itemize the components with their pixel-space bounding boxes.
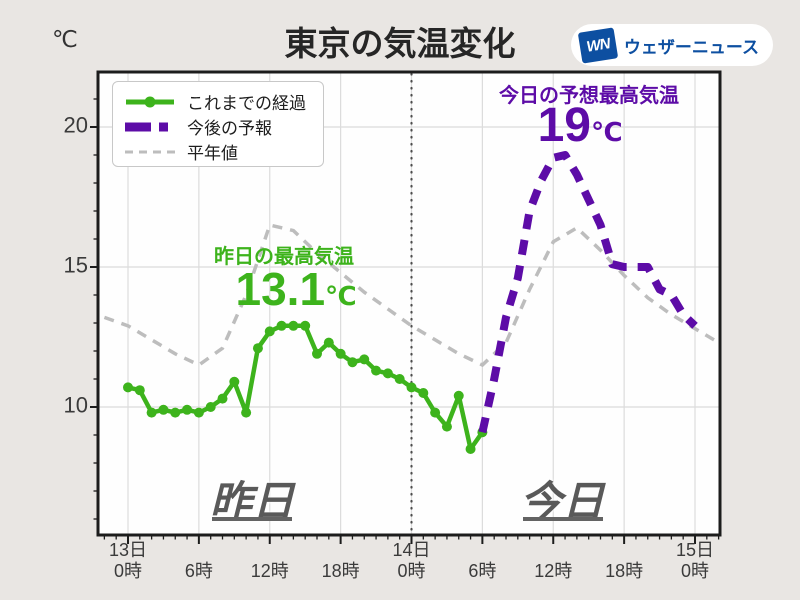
observed-point-marker [252, 343, 263, 354]
observed-point-marker [465, 444, 476, 454]
observed-point-marker [123, 382, 133, 393]
observed-point-marker [241, 407, 252, 418]
observed-point-marker [371, 365, 382, 376]
observed-point-marker [394, 374, 405, 384]
plot-background [98, 72, 720, 535]
observed-point-marker [453, 390, 464, 401]
plot-frame [96, 70, 722, 537]
observed-point-marker [264, 326, 275, 337]
observed-point-marker [312, 348, 322, 359]
observed-point-marker [347, 357, 358, 368]
observed-point-marker [300, 320, 311, 331]
observed-point-marker [205, 402, 216, 412]
observed-point-marker [323, 337, 334, 348]
observed-point-marker [430, 407, 441, 418]
observed-point-marker [441, 421, 452, 432]
observed-point-marker [288, 320, 299, 331]
observed-point-marker [134, 385, 145, 396]
normal-temperature-line [103, 222, 720, 368]
observed-point-marker [146, 407, 157, 418]
observed-point-marker [335, 348, 346, 359]
observed-point-marker [229, 376, 240, 387]
observed-point-marker [217, 393, 228, 404]
forecast-temperature-line [478, 151, 698, 434]
observed-point-marker [406, 382, 417, 393]
observed-point-marker [359, 354, 370, 365]
observed-point-marker [182, 404, 193, 415]
observed-point-marker [158, 404, 169, 415]
observed-point-marker [276, 320, 287, 331]
observed-point-marker [170, 407, 181, 418]
observed-point-marker [193, 407, 204, 418]
observed-point-marker [382, 368, 393, 379]
observed-point-marker [418, 388, 429, 398]
